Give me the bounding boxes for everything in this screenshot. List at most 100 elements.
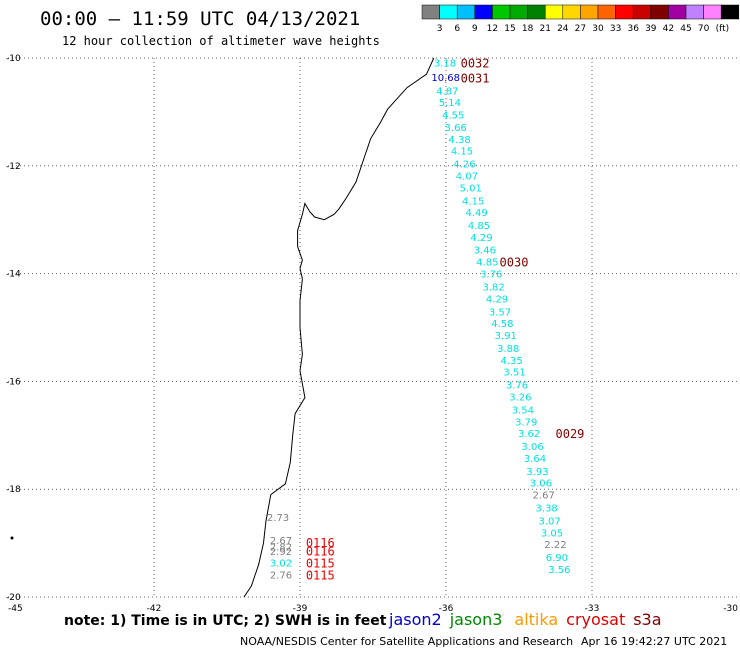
wave-height-label: 2.82 (270, 542, 292, 553)
wave-height-label: 4.07 (456, 172, 478, 183)
legend-level-label: 30 (592, 24, 604, 34)
legend-level-label: 18 (522, 24, 534, 34)
legend-swatch (720, 4, 740, 20)
wave-height-label: 4.38 (448, 135, 470, 146)
satellite-label: s3a (633, 610, 661, 629)
wave-height-label: 4.15 (451, 147, 473, 158)
legend-level-label: 3 (437, 24, 443, 34)
wave-height-label: 4.26 (453, 160, 475, 171)
y-tick-label: -18 (6, 485, 21, 495)
pass-time-label: 0032 (461, 56, 490, 70)
wave-height-label: 3.93 (526, 467, 548, 478)
x-tick-label: -36 (439, 604, 454, 614)
legend-level-label: 27 (575, 24, 586, 34)
y-tick-label: -10 (6, 54, 21, 64)
y-tick-label: -20 (6, 593, 21, 603)
wave-height-label: 3.06 (521, 442, 543, 453)
wave-height-label: 3.62 (518, 429, 540, 440)
wave-height-label: 3.66 (445, 123, 467, 134)
legend-swatch (562, 4, 581, 20)
legend-level-label: 6 (454, 24, 460, 34)
satellite-label: jason3 (449, 610, 503, 629)
satellite-legend: jason2 jason3 altika cryosat s3a (388, 610, 662, 629)
legend-level-label: 24 (557, 24, 569, 34)
pass-time-label: 0031 (461, 71, 490, 85)
wave-height-label: 2.67 (533, 491, 555, 502)
wave-height-label: 4.29 (470, 233, 492, 244)
legend-swatch (439, 4, 458, 20)
wave-height-label: 4.55 (442, 111, 464, 122)
legend-unit-label: (ft) (716, 24, 730, 34)
y-tick-label: -16 (6, 377, 21, 387)
wave-height-label: 4.35 (501, 356, 523, 367)
legend-level-label: 9 (472, 24, 478, 34)
wave-height-label: 3.57 (489, 307, 511, 318)
pass-time-label: 0029 (556, 427, 585, 441)
island-dot (10, 536, 14, 540)
wave-height-label: 3.07 (538, 516, 560, 527)
legend-swatch (668, 4, 687, 20)
footer: note: 1) Time is in UTC; 2) SWH is in fe… (64, 610, 727, 648)
x-tick-label: -45 (8, 604, 23, 614)
chart-title: 00:00 – 11:59 UTC 04/13/2021 (40, 8, 360, 30)
legend-swatch (527, 4, 546, 20)
satellite-label: cryosat (566, 610, 625, 629)
wave-height-label: 3.54 (512, 405, 534, 416)
y-tick-label: -12 (6, 162, 21, 172)
wave-height-label: 4.87 (436, 86, 458, 97)
wave-height-label: 3.79 (515, 417, 537, 428)
legend-swatch (597, 4, 616, 20)
legend-swatch (421, 4, 440, 20)
y-tick-label: -14 (6, 270, 21, 280)
coastline (243, 57, 435, 598)
wave-height-label: 10.68 (431, 73, 460, 84)
legend-swatch (650, 4, 669, 20)
legend-level-label: 42 (663, 24, 674, 34)
legend-level-label: 39 (645, 24, 657, 34)
legend-swatch (685, 4, 704, 20)
wave-height-label: 3.88 (497, 344, 519, 355)
footer-note: note: 1) Time is in UTC; 2) SWH is in fe… (64, 613, 387, 629)
satellite-label: jason2 (388, 610, 442, 629)
wave-height-label: 5.01 (460, 183, 482, 194)
legend-level-label: 36 (627, 24, 639, 34)
chart-subtitle: 12 hour collection of altimeter wave hei… (62, 34, 380, 48)
map-axes: -45 -42 -39 -36 -33 -30 -10 -12 -14 -16 -18 -20 (6, 54, 738, 614)
wave-height-label: 3.06 (530, 479, 552, 490)
legend-swatch (544, 4, 564, 20)
x-tick-label: -30 (723, 604, 738, 614)
wave-height-label: 4.85 (476, 258, 498, 269)
wave-height-label: 4.15 (462, 196, 484, 207)
legend-swatch (474, 4, 493, 20)
x-tick-label: -33 (585, 604, 600, 614)
wave-height-label: 3.82 (483, 283, 505, 294)
x-tick-label: -42 (147, 604, 162, 614)
wave-height-label: 3.76 (506, 381, 528, 392)
wave-height-label: 3.38 (536, 504, 558, 515)
wave-height-label: 2.73 (267, 513, 289, 524)
wave-height-label: 3.76 (480, 270, 502, 281)
wave-height-label: 4.29 (486, 294, 508, 305)
header: 00:00 – 11:59 UTC 04/13/2021 12 hour col… (40, 8, 380, 48)
pass-time-label: 0116 (306, 536, 335, 550)
legend-swatch (580, 4, 599, 20)
wave-height-label: 3.46 (474, 245, 496, 256)
legend-swatch (492, 4, 511, 20)
wave-height-label: 3.56 (548, 565, 570, 576)
wave-height-label: 2.92 (270, 547, 292, 558)
pass-time-label: 0116 (306, 545, 335, 559)
legend-level-label: 70 (698, 24, 710, 34)
wave-height-label: 2.76 (270, 570, 292, 581)
legend-level-label: 12 (487, 24, 498, 34)
pass-time-label: 0115 (306, 568, 335, 582)
legend-level-label: 21 (539, 24, 550, 34)
wave-height-label: 3.26 (509, 392, 531, 403)
x-tick-label: -39 (293, 604, 308, 614)
wave-height-label: 4.58 (491, 319, 513, 330)
wave-height-label: 3.64 (524, 454, 546, 465)
wave-height-label: 3.05 (541, 528, 563, 539)
wave-height-label: 2.22 (544, 540, 566, 551)
wave-height-label: 4.49 (465, 208, 487, 219)
